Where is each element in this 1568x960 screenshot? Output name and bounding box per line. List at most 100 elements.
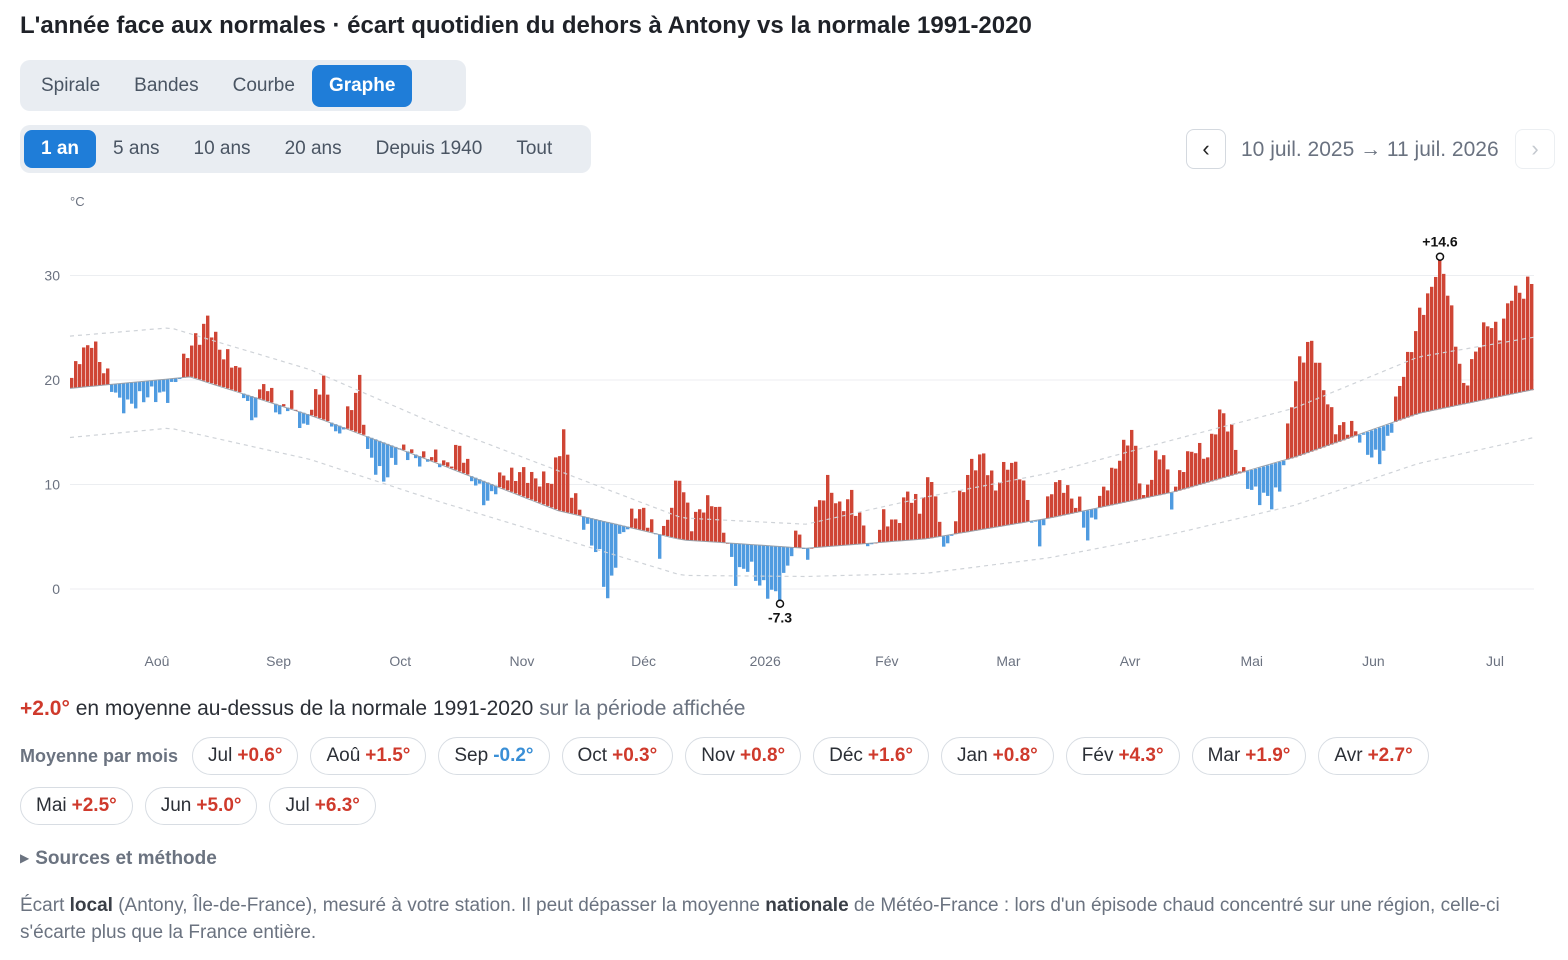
deviation-bar bbox=[618, 524, 622, 534]
deviation-bar bbox=[1110, 467, 1114, 506]
deviation-bar bbox=[162, 379, 166, 392]
deviation-bar bbox=[270, 387, 274, 403]
deviation-bar bbox=[1122, 439, 1126, 503]
deviation-bar bbox=[1510, 300, 1514, 395]
deviation-bar bbox=[954, 521, 958, 535]
deviation-bar bbox=[1390, 423, 1394, 433]
month-chip: Avr +2.7° bbox=[1318, 737, 1429, 775]
deviation-bar bbox=[786, 546, 790, 566]
deviation-bar bbox=[430, 457, 434, 461]
deviation-bar bbox=[90, 347, 94, 387]
deviation-bar bbox=[1490, 328, 1494, 399]
deviation-bar bbox=[1410, 352, 1414, 417]
deviation-bar bbox=[354, 392, 358, 432]
tab-spirale[interactable]: Spirale bbox=[24, 65, 117, 107]
deviation-bar bbox=[1214, 434, 1218, 481]
month-deviation: +1.6° bbox=[867, 745, 914, 766]
deviation-bar bbox=[590, 518, 594, 546]
x-month-label: 2026 bbox=[750, 653, 781, 669]
deviation-bar bbox=[166, 379, 170, 403]
period-5-ans[interactable]: 5 ans bbox=[96, 130, 176, 168]
deviation-bar bbox=[446, 462, 450, 467]
period-20-ans[interactable]: 20 ans bbox=[268, 130, 359, 168]
sources-toggle[interactable]: ▶ Sources et méthode bbox=[20, 848, 217, 870]
deviation-bar bbox=[1514, 285, 1518, 394]
deviation-bar bbox=[914, 493, 918, 540]
deviation-bar bbox=[1066, 485, 1070, 515]
next-period-button[interactable]: › bbox=[1515, 129, 1555, 169]
deviation-bar bbox=[386, 443, 390, 478]
deviation-bar bbox=[486, 482, 490, 501]
deviation-bar bbox=[1254, 468, 1258, 487]
month-name: Jul bbox=[285, 795, 310, 816]
deviation-bar bbox=[1342, 422, 1346, 441]
deviation-bar bbox=[1478, 347, 1482, 402]
deviation-bar bbox=[814, 506, 818, 548]
deviation-bar bbox=[754, 544, 758, 581]
deviation-bar bbox=[86, 345, 90, 387]
period-1-an[interactable]: 1 an bbox=[24, 130, 97, 168]
deviation-bar bbox=[1346, 434, 1350, 439]
deviation-bar bbox=[1366, 431, 1370, 455]
deviation-bar bbox=[1318, 362, 1322, 449]
deviation-bar bbox=[602, 521, 606, 587]
deviation-bar bbox=[370, 437, 374, 458]
deviation-bar bbox=[318, 394, 322, 419]
deviation-bar bbox=[770, 545, 774, 590]
deviation-bar bbox=[70, 377, 74, 389]
max-marker bbox=[1435, 252, 1445, 261]
sources-label: Sources et méthode bbox=[35, 848, 217, 869]
deviation-bar bbox=[1126, 445, 1130, 502]
tab-bandes[interactable]: Bandes bbox=[117, 65, 215, 107]
deviation-bar bbox=[1054, 482, 1058, 518]
deviation-bar bbox=[1466, 385, 1470, 404]
deviation-bar bbox=[670, 507, 674, 538]
deviation-bar bbox=[854, 515, 858, 545]
deviation-bar bbox=[382, 442, 386, 482]
note-text-3: de Météo-France : lors d'un épisode chau… bbox=[20, 895, 1500, 943]
deviation-bar bbox=[1014, 461, 1018, 525]
period-tout[interactable]: Tout bbox=[499, 130, 569, 168]
deviation-bar bbox=[1030, 521, 1034, 523]
month-chip: Déc +1.6° bbox=[813, 737, 930, 775]
deviation-bar bbox=[210, 337, 214, 384]
period-10-ans[interactable]: 10 ans bbox=[177, 130, 268, 168]
deviation-bar bbox=[174, 378, 178, 383]
deviation-bar bbox=[1070, 498, 1074, 514]
deviation-bar bbox=[690, 531, 694, 541]
deviation-bar bbox=[778, 546, 782, 604]
deviation-bar bbox=[834, 503, 838, 547]
month-deviation: +5.0° bbox=[196, 795, 242, 816]
deviation-bar bbox=[750, 544, 754, 562]
deviation-bar bbox=[246, 394, 250, 401]
deviation-bar bbox=[530, 471, 534, 500]
deviation-bar bbox=[1010, 462, 1014, 525]
deviation-bar bbox=[230, 367, 234, 390]
tab-courbe[interactable]: Courbe bbox=[216, 65, 312, 107]
deviation-bar bbox=[322, 375, 326, 420]
deviation-bar bbox=[866, 543, 870, 547]
deviation-bar bbox=[1194, 453, 1198, 487]
deviation-bar bbox=[1018, 479, 1022, 524]
deviation-bar bbox=[546, 483, 550, 506]
deviation-bar bbox=[662, 525, 666, 536]
band-upper-line bbox=[69, 327, 1535, 525]
deviation-bar bbox=[1338, 425, 1342, 442]
prev-period-button[interactable]: ‹ bbox=[1186, 129, 1226, 169]
tab-graphe[interactable]: Graphe bbox=[311, 64, 413, 107]
deviation-bar bbox=[498, 472, 502, 488]
deviation-bar bbox=[818, 500, 822, 548]
deviation-bar bbox=[1482, 322, 1486, 401]
deviation-bar bbox=[974, 470, 978, 531]
period-depuis-1940[interactable]: Depuis 1940 bbox=[359, 130, 500, 168]
deviation-bar bbox=[154, 380, 158, 403]
month-chip: Jul +0.6° bbox=[192, 737, 299, 775]
deviation-bar bbox=[198, 344, 202, 380]
min-marker bbox=[775, 599, 785, 608]
deviation-bar bbox=[642, 507, 646, 531]
deviation-bar bbox=[1334, 434, 1338, 444]
deviation-bar bbox=[554, 457, 558, 510]
x-month-label: Avr bbox=[1120, 653, 1141, 669]
deviation-bar bbox=[990, 470, 994, 529]
deviation-bar bbox=[626, 526, 630, 530]
